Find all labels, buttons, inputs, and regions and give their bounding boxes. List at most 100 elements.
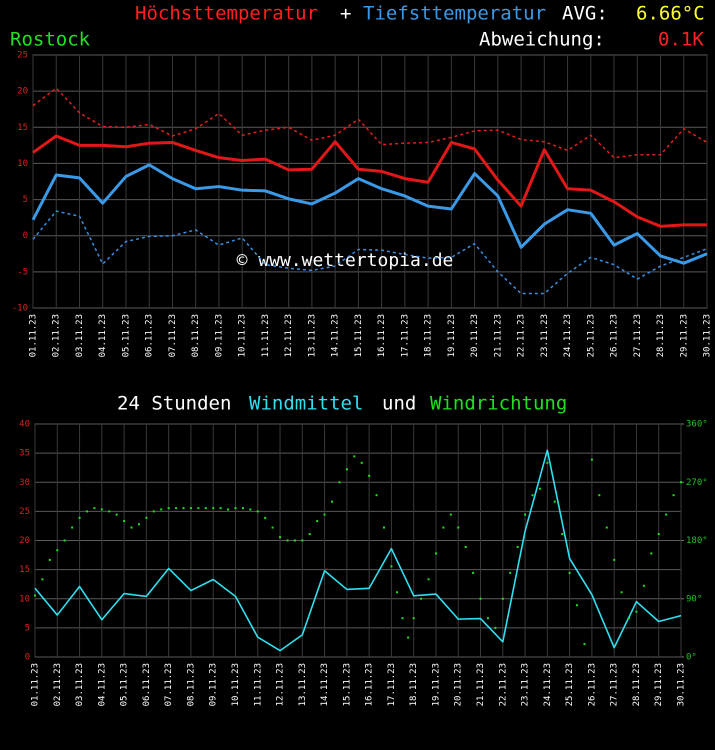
x-tick-label: 22.11.23	[498, 663, 508, 706]
x-tick-label: 17.11.23	[400, 314, 410, 357]
x-tick-label: 11.11.23	[261, 314, 271, 357]
x-tick-label: 27.11.23	[610, 663, 620, 706]
x-tick-label: 14.11.23	[331, 314, 341, 357]
header-text: Abweichung:	[479, 29, 605, 51]
y-tick-label: 5	[23, 195, 28, 205]
y-tick-label: 20	[17, 87, 28, 97]
direction-dot	[353, 455, 356, 458]
y-tick-label: 10	[17, 159, 28, 169]
direction-dot	[531, 494, 534, 497]
x-tick-label: 03.11.23	[75, 314, 85, 357]
y-tick-label: -10	[12, 304, 28, 314]
x-tick-label: 08.11.23	[186, 663, 196, 706]
header-text: Tiefsttemperatur	[363, 3, 546, 25]
direction-dot	[642, 584, 645, 587]
direction-dot	[175, 507, 178, 510]
direction-dot	[271, 526, 274, 529]
direction-dot	[264, 516, 267, 519]
direction-dot	[256, 510, 259, 513]
x-tick-label: 07.11.23	[164, 663, 174, 706]
direction-dot	[613, 558, 616, 561]
direction-dot	[360, 461, 363, 464]
x-tick-label: 11.11.23	[253, 663, 263, 706]
direction-dot	[635, 610, 638, 613]
x-tick-label: 06.11.23	[145, 314, 155, 357]
direction-dot	[494, 626, 497, 629]
x-tick-label: 22.11.23	[517, 314, 527, 357]
x-tick-label: 05.11.23	[120, 663, 130, 706]
direction-dot	[538, 487, 541, 490]
direction-dot	[137, 523, 140, 526]
direction-dot	[249, 508, 252, 511]
header-text: 6.66°C	[636, 3, 705, 25]
header-text: AVG:	[562, 3, 608, 25]
x-tick-label: 29.11.23	[654, 663, 664, 706]
data-line	[32, 210, 708, 295]
data-line	[32, 134, 707, 228]
direction-dot	[561, 533, 564, 536]
direction-dot	[420, 597, 423, 600]
header-text: und	[382, 393, 416, 415]
x-tick-label: 05.11.23	[121, 314, 131, 357]
y-tick-label: 35	[19, 449, 30, 459]
x-tick-label: 28.11.23	[632, 663, 642, 706]
x-tick-label: 14.11.23	[320, 663, 330, 706]
direction-dot	[628, 617, 631, 620]
x-tick-label: 09.11.23	[209, 663, 219, 706]
direction-dot	[412, 617, 415, 620]
x-tick-label: 06.11.23	[142, 663, 152, 706]
x-tick-label: 02.11.23	[52, 314, 62, 357]
direction-dot	[286, 539, 289, 542]
x-tick-label: 25.11.23	[586, 314, 596, 357]
header-text: Rostock	[10, 29, 91, 51]
direction-dot	[301, 539, 304, 542]
direction-dot	[375, 494, 378, 497]
x-tick-label: 18.11.23	[409, 663, 419, 706]
direction-dot	[650, 552, 653, 555]
x-tick-label: 15.11.23	[354, 314, 364, 357]
direction-dot	[123, 520, 126, 523]
x-tick-label: 01.11.23	[31, 663, 41, 706]
y-tick-label: 10	[19, 594, 30, 604]
x-tick-label: 02.11.23	[53, 663, 63, 706]
direction-dot	[501, 597, 504, 600]
direction-dot	[665, 513, 668, 516]
y-tick-label: 15	[17, 123, 28, 133]
direction-dot	[568, 571, 571, 574]
x-tick-label: 19.11.23	[431, 663, 441, 706]
x-tick-label: 21.11.23	[476, 663, 486, 706]
y-tick-label: 0	[23, 231, 28, 241]
x-tick-label: 08.11.23	[191, 314, 201, 357]
direction-dot	[85, 510, 88, 513]
x-tick-label: 23.11.23	[540, 314, 550, 357]
direction-dot	[657, 533, 660, 536]
direction-dot	[41, 578, 44, 581]
y-tick-label: 0	[25, 653, 30, 663]
direction-dot	[108, 510, 111, 513]
direction-dot	[241, 507, 244, 510]
direction-dot	[553, 500, 556, 503]
direction-dot	[331, 500, 334, 503]
y-tick-label: 25	[17, 51, 28, 61]
y-tick-label: 40	[19, 420, 30, 430]
x-tick-label: 13.11.23	[307, 314, 317, 357]
x-tick-label: 12.11.23	[284, 314, 294, 357]
direction-dot	[48, 558, 51, 561]
y-tick-label: 25	[19, 507, 30, 517]
x-tick-label: 19.11.23	[447, 314, 457, 357]
x-tick-label: 29.11.23	[679, 314, 689, 357]
x-tick-label: 12.11.23	[276, 663, 286, 706]
y-tick-label: 30	[19, 478, 30, 488]
y-tick-label: 5	[25, 623, 30, 633]
x-tick-label: 23.11.23	[521, 663, 531, 706]
header-text: Windmittel	[249, 393, 363, 415]
direction-dot	[442, 526, 445, 529]
direction-dot	[308, 533, 311, 536]
direction-dot	[338, 481, 341, 484]
data-line	[32, 87, 708, 159]
y-tick-label: 20	[19, 536, 30, 546]
header-text: Höchsttemperatur	[135, 3, 318, 25]
y2-tick-label: 90°	[686, 594, 702, 604]
direction-dot	[197, 507, 200, 510]
